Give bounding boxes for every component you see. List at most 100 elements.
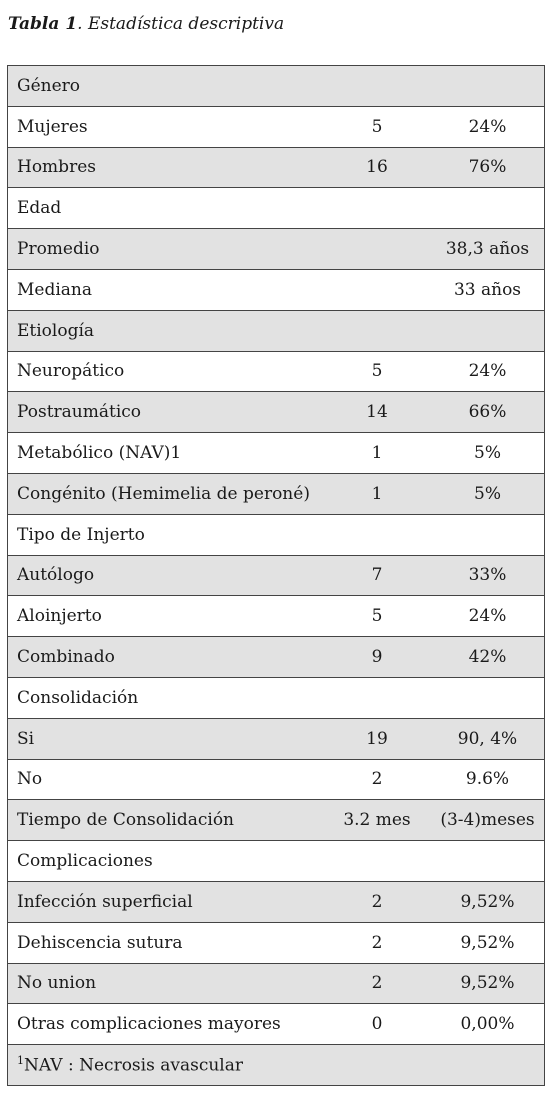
table-row: No union 2 9,52% bbox=[7, 962, 545, 1005]
row-value: (3-4)meses bbox=[431, 799, 545, 842]
table-row: Consolidación bbox=[7, 676, 545, 719]
table-row: Neuropático 5 24% bbox=[7, 350, 545, 393]
table-row: Aloinjerto 5 24% bbox=[7, 595, 545, 638]
table-row: Si 19 90, 4% bbox=[7, 717, 545, 760]
row-label: Promedio bbox=[7, 228, 323, 270]
row-count: 2 bbox=[323, 880, 431, 923]
table-row: Tiempo de Consolidación 3.2 mes (3-4)meses bbox=[7, 799, 545, 842]
row-label: Autólogo bbox=[7, 554, 323, 597]
row-count: 2 bbox=[323, 921, 431, 964]
table-row: Combinado 9 42% bbox=[7, 636, 545, 678]
row-label: Consolidación bbox=[7, 676, 323, 719]
row-value: 9,52% bbox=[431, 921, 545, 964]
row-count bbox=[323, 513, 431, 556]
row-count bbox=[323, 676, 431, 719]
row-value: 24% bbox=[431, 595, 545, 638]
row-count: 2 bbox=[323, 962, 431, 1005]
row-label: Hombres bbox=[7, 146, 323, 189]
row-label: Otras complicaciones mayores bbox=[7, 1003, 323, 1046]
row-count bbox=[323, 65, 431, 107]
table-caption: Tabla 1. Estadística descriptiva bbox=[8, 14, 284, 34]
row-value: 9,52% bbox=[431, 880, 545, 923]
row-label: No bbox=[7, 758, 323, 801]
row-value: 5% bbox=[431, 432, 545, 474]
row-value: 9.6% bbox=[431, 758, 545, 801]
table-row: Postraumático 14 66% bbox=[7, 391, 545, 434]
row-label: Mediana bbox=[7, 268, 323, 311]
row-label: Género bbox=[7, 65, 323, 107]
row-value: 33% bbox=[431, 554, 545, 597]
row-value: 90, 4% bbox=[431, 717, 545, 760]
row-count bbox=[323, 187, 431, 230]
row-label: Etiología bbox=[7, 309, 323, 352]
row-count: 19 bbox=[323, 717, 431, 760]
table-row: Género bbox=[7, 65, 545, 107]
descriptive-statistics-table: Género Mujeres 5 24% Hombres 16 76% Edad Promedi… bbox=[7, 65, 545, 1086]
row-label: Neuropático bbox=[7, 350, 323, 393]
row-count: 5 bbox=[323, 595, 431, 638]
row-value bbox=[431, 676, 545, 719]
footnote: 1NAV : Necrosis avascular bbox=[7, 1044, 545, 1086]
row-count: 16 bbox=[323, 146, 431, 189]
row-label: No union bbox=[7, 962, 323, 1005]
row-value: 33 años bbox=[431, 268, 545, 311]
row-count bbox=[323, 268, 431, 311]
row-label: Mujeres bbox=[7, 105, 323, 148]
row-count: 2 bbox=[323, 758, 431, 801]
table-row: Etiología bbox=[7, 309, 545, 352]
row-value: 9,52% bbox=[431, 962, 545, 1005]
row-value: 24% bbox=[431, 350, 545, 393]
row-label: Aloinjerto bbox=[7, 595, 323, 638]
row-value bbox=[431, 187, 545, 230]
caption-rest: . Estadística descriptiva bbox=[77, 14, 285, 34]
footnote-marker: 1 bbox=[17, 1054, 24, 1068]
table-row: Mujeres 5 24% bbox=[7, 105, 545, 148]
row-value bbox=[431, 65, 545, 107]
row-value: 24% bbox=[431, 105, 545, 148]
row-count bbox=[323, 309, 431, 352]
row-value: 42% bbox=[431, 636, 545, 678]
row-value: 38,3 años bbox=[431, 228, 545, 270]
row-label: Edad bbox=[7, 187, 323, 230]
table-row: Otras complicaciones mayores 0 0,00% bbox=[7, 1003, 545, 1046]
table-row: Metabólico (NAV)1 1 5% bbox=[7, 432, 545, 474]
row-count: 3.2 mes bbox=[323, 799, 431, 842]
row-value: 76% bbox=[431, 146, 545, 189]
row-count: 9 bbox=[323, 636, 431, 678]
footnote-text: NAV : Necrosis avascular bbox=[24, 1055, 243, 1076]
row-label: Infección superficial bbox=[7, 880, 323, 923]
row-label: Tiempo de Consolidación bbox=[7, 799, 323, 842]
footnote-row: 1NAV : Necrosis avascular bbox=[7, 1044, 545, 1086]
table-row: Complicaciones bbox=[7, 840, 545, 882]
row-count: 1 bbox=[323, 472, 431, 515]
row-count bbox=[323, 228, 431, 270]
row-count bbox=[323, 840, 431, 882]
caption-lead: Tabla 1 bbox=[8, 14, 78, 34]
row-label: Metabólico (NAV)1 bbox=[7, 432, 323, 474]
table-row: No 2 9.6% bbox=[7, 758, 545, 801]
table-row: Infección superficial 2 9,52% bbox=[7, 880, 545, 923]
row-count: 14 bbox=[323, 391, 431, 434]
row-count: 5 bbox=[323, 105, 431, 148]
table-row: Promedio 38,3 años bbox=[7, 228, 545, 270]
row-value bbox=[431, 309, 545, 352]
table-row: Mediana 33 años bbox=[7, 268, 545, 311]
row-count: 1 bbox=[323, 432, 431, 474]
row-value: 66% bbox=[431, 391, 545, 434]
table-row: Autólogo 7 33% bbox=[7, 554, 545, 597]
table-row: Congénito (Hemimelia de peroné) 1 5% bbox=[7, 472, 545, 515]
row-label: Tipo de Injerto bbox=[7, 513, 323, 556]
row-value: 5% bbox=[431, 472, 545, 515]
row-label: Si bbox=[7, 717, 323, 760]
table-row: Edad bbox=[7, 187, 545, 230]
table-row: Dehiscencia sutura 2 9,52% bbox=[7, 921, 545, 964]
row-label: Dehiscencia sutura bbox=[7, 921, 323, 964]
row-count: 7 bbox=[323, 554, 431, 597]
row-count: 0 bbox=[323, 1003, 431, 1046]
row-label: Postraumático bbox=[7, 391, 323, 434]
row-count: 5 bbox=[323, 350, 431, 393]
table-row: Tipo de Injerto bbox=[7, 513, 545, 556]
row-value bbox=[431, 840, 545, 882]
row-value: 0,00% bbox=[431, 1003, 545, 1046]
table-row: Hombres 16 76% bbox=[7, 146, 545, 189]
